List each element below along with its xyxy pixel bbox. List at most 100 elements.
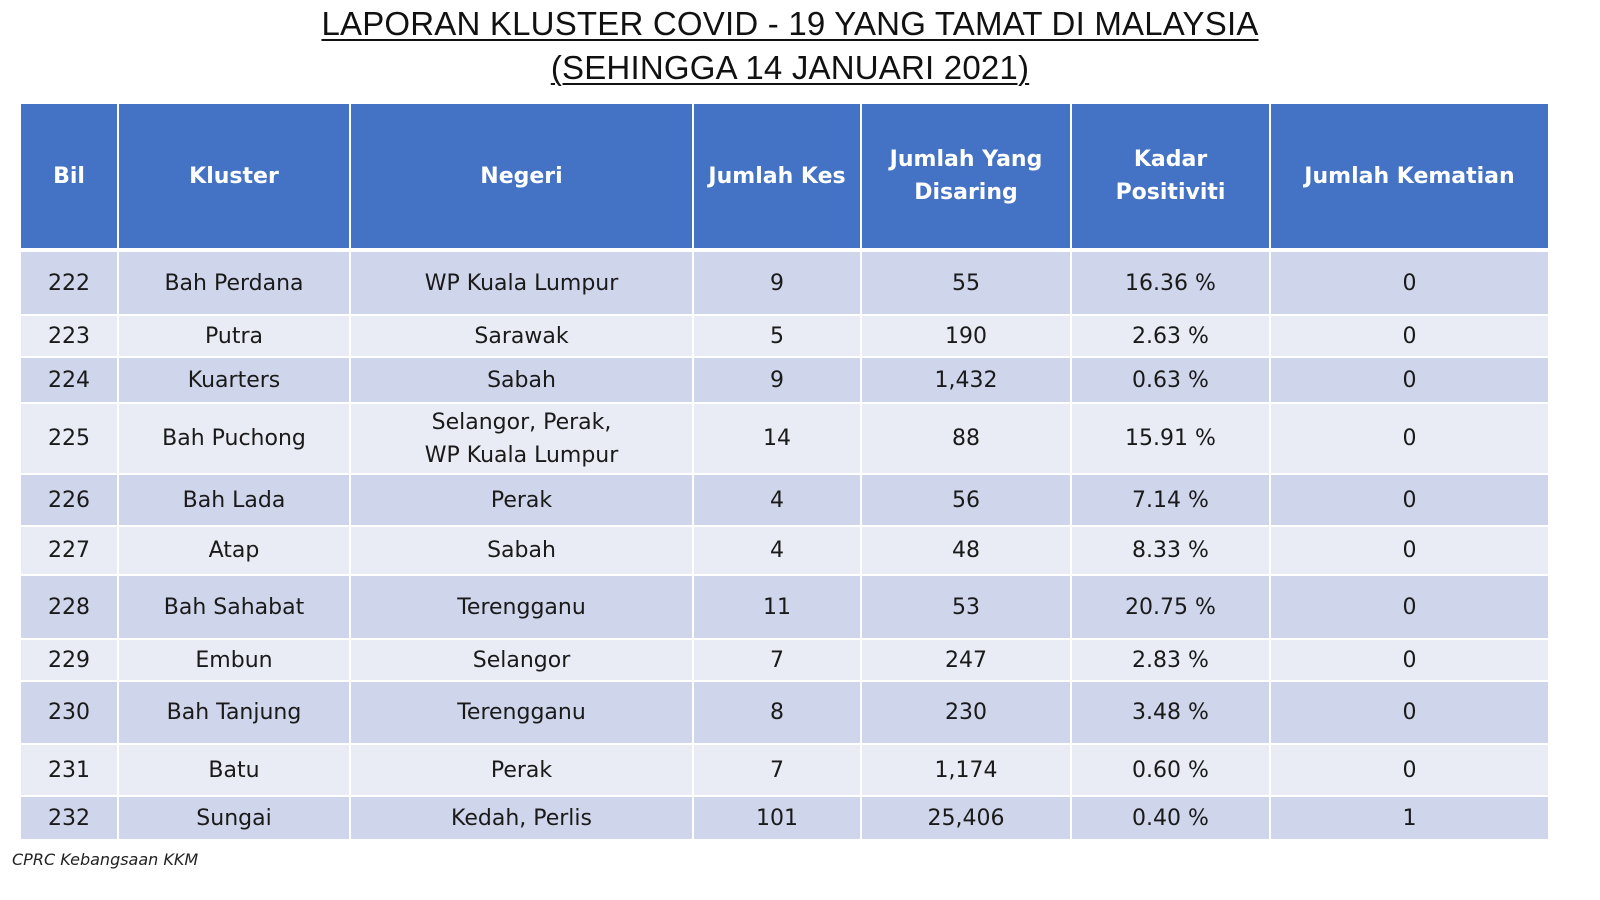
cell-jumlah-disaring: 25,406 [862,797,1070,839]
cell-kadar-positiviti: 0.63 % [1072,358,1269,402]
cell-kadar-positiviti: 15.91 % [1072,404,1269,473]
negeri-line-1: Selangor [472,647,571,673]
table-row: 223 Putra Sarawak 5 190 2.63 % 0 [21,316,1548,356]
table-row: 222 Bah Perdana WP Kuala Lumpur 9 55 16.… [21,252,1548,314]
negeri-line-2: WP Kuala Lumpur [424,442,619,468]
cell-kadar-positiviti: 7.14 % [1072,475,1269,525]
table-row: 230 Bah Tanjung Terengganu 8 230 3.48 % … [21,682,1548,743]
cell-bil: 222 [21,252,117,314]
cell-bil: 227 [21,527,117,574]
table-row: 227 Atap Sabah 4 48 8.33 % 0 [21,527,1548,574]
cell-negeri: Sabah [351,527,692,574]
cell-bil: 223 [21,316,117,356]
cell-kluster: Sungai [119,797,349,839]
table-row: 231 Batu Perak 7 1,174 0.60 % 0 [21,745,1548,795]
cell-bil: 230 [21,682,117,743]
cell-jumlah-kematian: 0 [1271,682,1548,743]
cell-kadar-positiviti: 8.33 % [1072,527,1269,574]
negeri-line-1: Perak [490,487,553,513]
cell-jumlah-kematian: 0 [1271,475,1548,525]
negeri-line-1: Sabah [487,367,556,393]
cell-jumlah-kes: 7 [694,745,860,795]
cell-kadar-positiviti: 2.83 % [1072,640,1269,680]
cell-kadar-positiviti: 3.48 % [1072,682,1269,743]
cell-jumlah-kematian: 0 [1271,252,1548,314]
cell-jumlah-kes: 4 [694,475,860,525]
table-row: 224 Kuarters Sabah 9 1,432 0.63 % 0 [21,358,1548,402]
cell-jumlah-disaring: 1,174 [862,745,1070,795]
cell-jumlah-kes: 101 [694,797,860,839]
cell-kadar-positiviti: 0.60 % [1072,745,1269,795]
cell-kadar-positiviti: 0.40 % [1072,797,1269,839]
cell-kluster: Batu [119,745,349,795]
cell-negeri: WP Kuala Lumpur [351,252,692,314]
cell-kluster: Bah Lada [119,475,349,525]
cell-bil: 229 [21,640,117,680]
cell-negeri: Sabah [351,358,692,402]
cell-negeri: Perak [351,475,692,525]
report-title: LAPORAN KLUSTER COVID - 19 YANG TAMAT DI… [0,2,1580,90]
cell-jumlah-kes: 5 [694,316,860,356]
negeri-line-1: Kedah, Perlis [451,805,592,831]
cell-kadar-positiviti: 20.75 % [1072,576,1269,638]
cell-kadar-positiviti: 16.36 % [1072,252,1269,314]
cell-jumlah-kematian: 0 [1271,745,1548,795]
header-jumlah-disaring: Jumlah Yang Disaring [862,104,1070,248]
cell-negeri: Sarawak [351,316,692,356]
table-row: 232 Sungai Kedah, Perlis 101 25,406 0.40… [21,797,1548,839]
cell-kluster: Embun [119,640,349,680]
cell-bil: 228 [21,576,117,638]
cell-jumlah-disaring: 230 [862,682,1070,743]
cell-negeri: Kedah, Perlis [351,797,692,839]
cell-negeri: Perak [351,745,692,795]
header-jumlah-disaring-line-2: Disaring [914,180,1018,205]
negeri-line-1: Selangor, Perak, [431,409,612,435]
cell-bil: 232 [21,797,117,839]
cell-jumlah-kematian: 0 [1271,576,1548,638]
negeri-line-1: WP Kuala Lumpur [424,270,619,296]
cell-jumlah-kematian: 0 [1271,640,1548,680]
cell-jumlah-disaring: 1,432 [862,358,1070,402]
negeri-line-1: Perak [490,757,553,783]
cell-jumlah-kes: 9 [694,358,860,402]
cell-jumlah-disaring: 56 [862,475,1070,525]
cell-bil: 231 [21,745,117,795]
header-bil: Bil [21,104,117,248]
cell-jumlah-kematian: 0 [1271,404,1548,473]
cell-negeri: Terengganu [351,576,692,638]
table-row: 226 Bah Lada Perak 4 56 7.14 % 0 [21,475,1548,525]
cell-jumlah-kematian: 0 [1271,358,1548,402]
cell-jumlah-disaring: 190 [862,316,1070,356]
cell-kluster: Bah Sahabat [119,576,349,638]
cell-kluster: Atap [119,527,349,574]
title-line-1: LAPORAN KLUSTER COVID - 19 YANG TAMAT DI… [321,5,1259,42]
cell-jumlah-kes: 4 [694,527,860,574]
cell-kluster: Bah Tanjung [119,682,349,743]
cell-jumlah-kes: 7 [694,640,860,680]
cell-negeri: Terengganu [351,682,692,743]
header-kluster: Kluster [119,104,349,248]
cell-bil: 226 [21,475,117,525]
table-body: 222 Bah Perdana WP Kuala Lumpur 9 55 16.… [21,252,1548,839]
cell-jumlah-disaring: 88 [862,404,1070,473]
cell-kluster: Bah Perdana [119,252,349,314]
title-line-2: (SEHINGGA 14 JANUARI 2021) [550,49,1030,86]
cell-kluster: Kuarters [119,358,349,402]
cell-kadar-positiviti: 2.63 % [1072,316,1269,356]
cell-jumlah-kematian: 0 [1271,316,1548,356]
negeri-line-1: Sarawak [474,323,569,349]
cell-kluster: Putra [119,316,349,356]
header-kadar-positiviti: Kadar Positiviti [1072,104,1269,248]
negeri-line-1: Sabah [487,538,556,563]
cell-jumlah-kes: 11 [694,576,860,638]
header-jumlah-kes: Jumlah Kes [694,104,860,248]
cluster-table: Bil Kluster Negeri Jumlah Kes Jumlah Yan… [19,102,1550,841]
header-jumlah-kematian: Jumlah Kematian [1271,104,1548,248]
cell-kluster: Bah Puchong [119,404,349,473]
cell-jumlah-kematian: 1 [1271,797,1548,839]
negeri-line-1: Terengganu [457,700,586,725]
header-negeri: Negeri [351,104,692,248]
cell-negeri: Selangor, Perak, WP Kuala Lumpur [351,404,692,473]
table-row: 229 Embun Selangor 7 247 2.83 % 0 [21,640,1548,680]
table-row: 225 Bah Puchong Selangor, Perak, WP Kual… [21,404,1548,473]
